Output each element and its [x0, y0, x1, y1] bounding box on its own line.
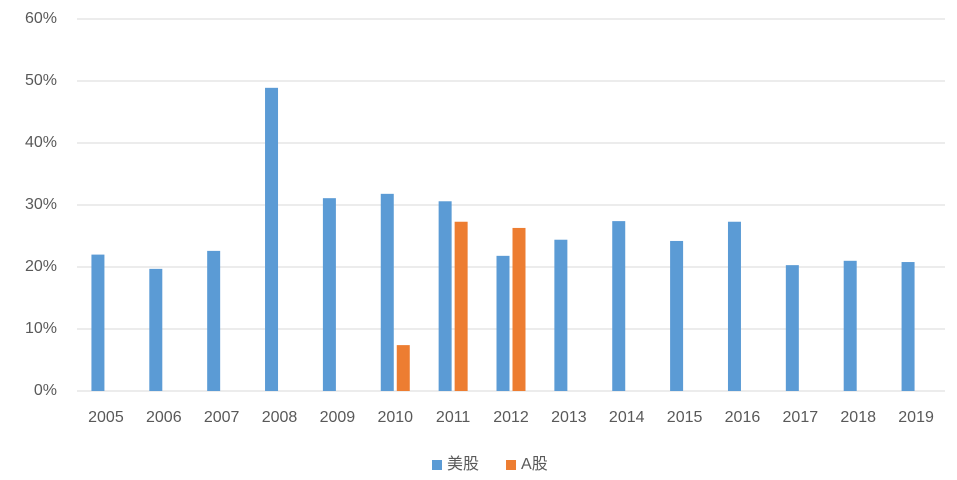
- bar: [512, 227, 526, 391]
- x-tick-label: 2015: [667, 409, 703, 426]
- y-tick-label: 40%: [25, 134, 57, 151]
- x-tick-label: 2017: [783, 409, 819, 426]
- x-tick-label: 2014: [609, 409, 645, 426]
- legend-label: 美股: [447, 455, 479, 473]
- x-tick-label: 2013: [551, 409, 587, 426]
- x-tick-label: 2010: [377, 409, 413, 426]
- x-tick-label: 2005: [88, 409, 124, 426]
- bar: [901, 262, 915, 391]
- y-tick-label: 20%: [25, 258, 57, 275]
- legend-label: A股: [521, 455, 548, 473]
- x-tick-label: 2018: [840, 409, 876, 426]
- bar: [554, 239, 568, 391]
- bar: [149, 268, 163, 391]
- bar: [785, 265, 799, 391]
- legend-swatch: [506, 460, 517, 470]
- bar: [612, 221, 626, 391]
- bar: [207, 250, 221, 391]
- y-tick-label: 60%: [25, 10, 57, 27]
- bar: [454, 221, 468, 391]
- y-tick-label: 30%: [25, 196, 57, 213]
- x-tick-label: 2012: [493, 409, 529, 426]
- x-tick-label: 2011: [436, 409, 471, 426]
- bar: [380, 193, 394, 391]
- bar: [322, 198, 336, 391]
- x-tick-label: 2008: [262, 409, 298, 426]
- legend-swatch: [432, 460, 442, 470]
- bar: [91, 254, 105, 391]
- bar: [396, 345, 410, 391]
- y-tick-label: 0%: [34, 382, 57, 399]
- x-tick-label: 2016: [725, 409, 761, 426]
- x-tick-label: 2009: [320, 409, 356, 426]
- x-tick-label: 2007: [204, 409, 240, 426]
- x-tick-label: 2019: [898, 409, 934, 426]
- y-tick-label: 50%: [25, 72, 57, 89]
- bar: [670, 240, 684, 391]
- y-tick-label: 10%: [25, 320, 57, 337]
- bar: [727, 221, 741, 391]
- bar: [265, 87, 279, 391]
- bar: [843, 260, 857, 391]
- bar: [438, 201, 452, 391]
- bar: [496, 255, 510, 391]
- x-tick-label: 2006: [146, 409, 182, 426]
